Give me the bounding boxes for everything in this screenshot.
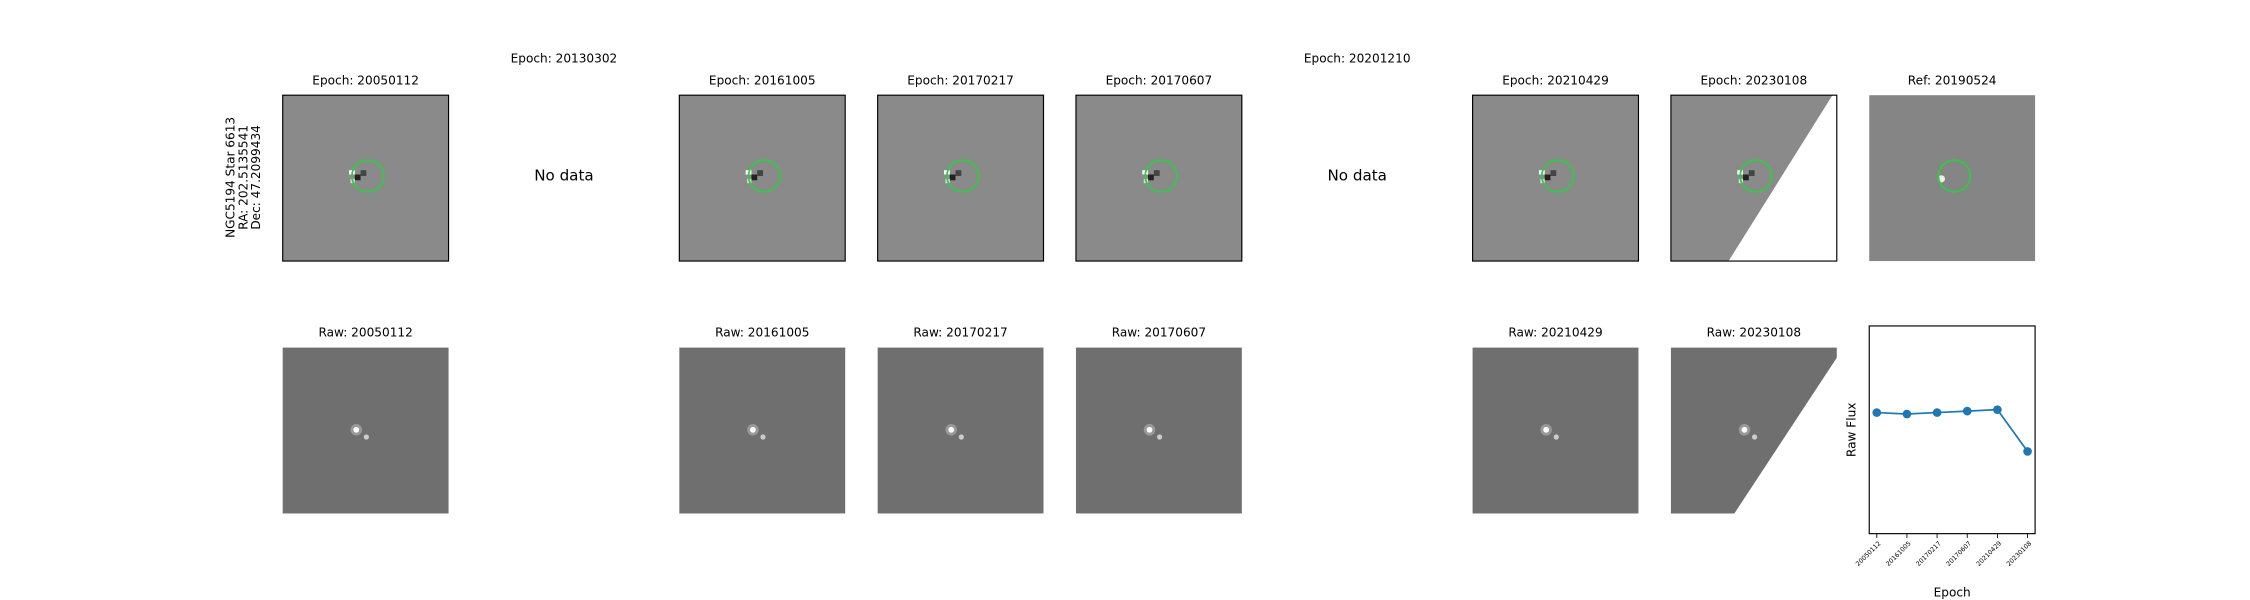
dec: Dec: 47.2099434 — [249, 125, 263, 230]
residual — [751, 174, 758, 181]
x-tick-label: 20210429 — [1975, 540, 2003, 568]
point — [1932, 408, 1942, 417]
x-tick-label: 20170607 — [1945, 540, 1973, 568]
residual — [360, 170, 367, 176]
star — [353, 426, 360, 433]
residual — [1743, 174, 1749, 181]
residual — [1148, 174, 1154, 181]
residual — [757, 170, 763, 176]
panel-title: Epoch: 20161005 — [709, 73, 816, 87]
plot-frame — [1868, 325, 2036, 535]
panel-title: Epoch: 20050112 — [312, 73, 419, 87]
raw-image — [1075, 347, 1242, 514]
aperture — [1739, 159, 1773, 193]
aperture — [946, 159, 980, 193]
y-axis-label: Raw Flux — [1844, 403, 1858, 458]
panel-title: Raw: 20170217 — [913, 326, 1007, 340]
x-tick-label: 20230108 — [2006, 540, 2034, 568]
residual — [1153, 170, 1160, 176]
image — [1075, 94, 1243, 262]
star — [1553, 434, 1559, 440]
panel-title: Epoch: 20210429 — [1502, 73, 1609, 87]
point — [1962, 406, 1972, 416]
image — [1670, 95, 1833, 262]
raw-image — [282, 347, 449, 514]
star — [1157, 434, 1163, 440]
panel-title: Raw: 20170607 — [1112, 326, 1206, 340]
residual — [949, 174, 956, 181]
image — [1472, 94, 1640, 262]
star — [1543, 426, 1550, 433]
image — [1869, 95, 2036, 262]
panel-title: Ref: 20190524 — [1908, 73, 1997, 87]
star-name: NGC5194 Star 6613 — [223, 117, 237, 238]
point — [1902, 409, 1912, 419]
x-tick-label: 20170217 — [1915, 540, 1943, 568]
border — [1670, 94, 1838, 262]
aperture — [351, 159, 385, 193]
aperture — [747, 159, 782, 193]
no-data: No data — [534, 166, 593, 184]
panel-title: Raw: 20230108 — [1707, 326, 1801, 340]
image — [282, 94, 450, 262]
aperture — [1937, 159, 1972, 193]
residual — [1550, 170, 1557, 176]
side-label: NGC5194 Star 6613 RA: 202.5135541 Dec: 4… — [223, 117, 263, 238]
star — [363, 434, 369, 440]
panel-title: Epoch: 20170217 — [907, 73, 1014, 87]
residual — [1544, 174, 1551, 181]
x-axis-label: Epoch — [1934, 585, 1971, 599]
x-tick-label: 20161005 — [1885, 540, 1913, 568]
star — [760, 434, 766, 440]
star — [1146, 426, 1153, 433]
point — [1872, 408, 1882, 417]
image — [877, 94, 1045, 262]
point — [2023, 447, 2032, 456]
raw-image — [1670, 347, 1837, 514]
aperture — [1540, 159, 1575, 193]
no-data: No data — [1327, 166, 1386, 184]
star — [948, 426, 955, 433]
line — [1876, 408, 2029, 452]
x-tick-label: 20050112 — [1855, 540, 1883, 568]
star — [1741, 426, 1748, 433]
panel-title: Epoch: 20201210 — [1304, 52, 1411, 66]
star — [1751, 434, 1758, 440]
raw-image — [679, 347, 846, 514]
panel-title: Raw: 20161005 — [715, 326, 809, 340]
raw-image — [1472, 347, 1639, 514]
residual — [354, 174, 361, 181]
ra: RA: 202.5135541 — [236, 125, 250, 230]
raw-image — [877, 347, 1044, 514]
aperture — [1144, 159, 1178, 193]
panel-title: Epoch: 20170607 — [1106, 73, 1213, 87]
panel-title: Raw: 20050112 — [318, 326, 412, 340]
residual — [955, 170, 962, 176]
star — [958, 434, 964, 440]
image — [678, 94, 846, 262]
panel-title: Epoch: 20130302 — [511, 52, 618, 66]
residual — [1748, 170, 1755, 176]
star — [750, 426, 756, 433]
panel-title: Epoch: 20230108 — [1701, 73, 1808, 87]
panel-title: Raw: 20210429 — [1508, 326, 1602, 340]
point — [1993, 405, 2002, 414]
